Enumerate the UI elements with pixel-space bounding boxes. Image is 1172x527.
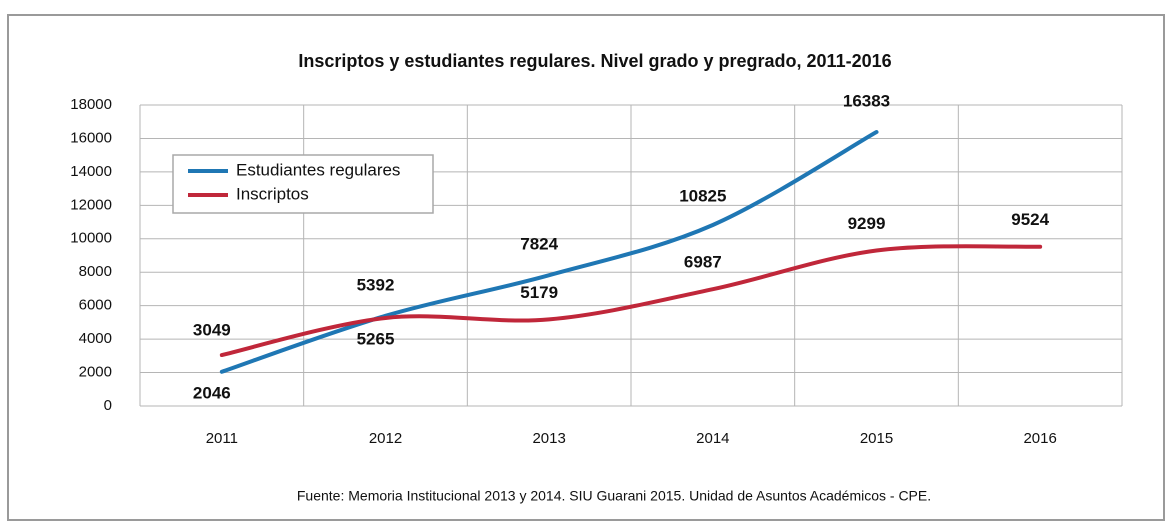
x-tick-label: 2012 — [369, 430, 402, 447]
value-label: 3049 — [193, 320, 231, 339]
value-label: 9524 — [1011, 210, 1049, 229]
chart-title: Inscriptos y estudiantes regulares. Nive… — [298, 51, 891, 71]
value-label: 16383 — [843, 92, 890, 111]
y-tick-label: 14000 — [70, 163, 112, 180]
x-tick-label: 2011 — [206, 430, 238, 447]
legend-label: Inscriptos — [236, 184, 309, 203]
x-tick-label: 2014 — [696, 430, 729, 447]
y-tick-label: 10000 — [70, 230, 112, 247]
value-label: 6987 — [684, 253, 722, 272]
x-tick-label: 2016 — [1023, 430, 1056, 447]
series-line — [219, 130, 879, 374]
value-label: 9299 — [848, 214, 886, 233]
frame — [7, 14, 1165, 521]
y-tick-label: 12000 — [70, 196, 112, 213]
y-tick-label: 2000 — [79, 364, 112, 381]
value-label: 5179 — [520, 283, 558, 302]
y-tick-label: 16000 — [70, 129, 112, 146]
y-tick-label: 0 — [104, 397, 112, 414]
value-label: 5265 — [357, 329, 395, 348]
value-label: 7824 — [520, 235, 558, 254]
y-tick-label: 6000 — [79, 297, 112, 314]
y-tick-label: 4000 — [79, 330, 112, 347]
legend-label: Estudiantes regulares — [236, 160, 400, 179]
value-label: 2046 — [193, 383, 231, 402]
x-tick-label: 2013 — [532, 430, 565, 447]
x-tick-label: 2015 — [860, 430, 893, 447]
value-label: 10825 — [679, 186, 726, 205]
y-tick-label: 8000 — [79, 263, 112, 280]
legend-box — [172, 154, 434, 214]
source-note: Fuente: Memoria Institucional 2013 y 201… — [297, 488, 931, 504]
value-label: 5392 — [357, 275, 395, 294]
y-tick-label: 18000 — [70, 96, 112, 113]
series-line — [219, 244, 1043, 358]
